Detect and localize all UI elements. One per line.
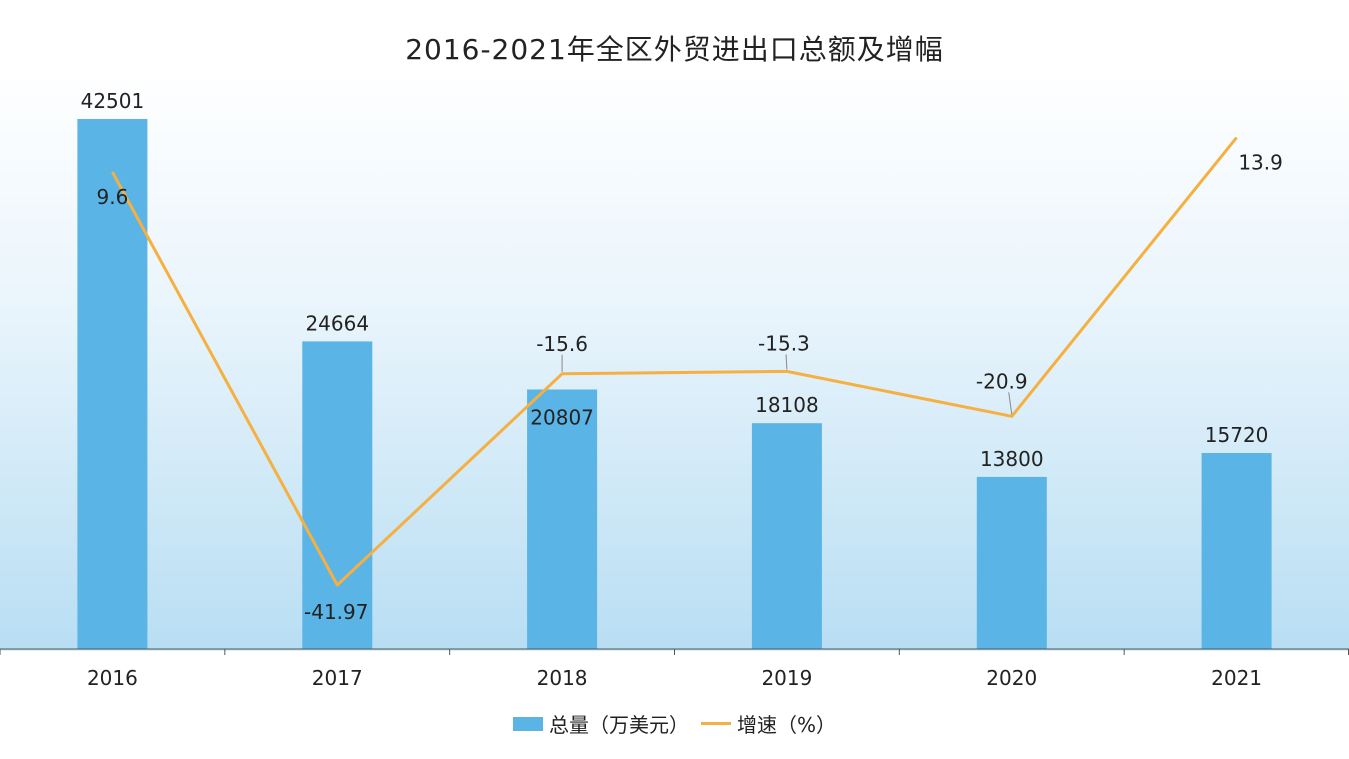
bar-label-2019: 18108 bbox=[755, 393, 819, 417]
legend-bar-swatch bbox=[512, 716, 543, 731]
growth-label-2017: -41.97 bbox=[304, 600, 368, 624]
x-tick-label-2019: 2019 bbox=[761, 666, 812, 690]
legend-item-total: 总量（万美元） bbox=[512, 709, 689, 738]
growth-label-leader-2019 bbox=[785, 354, 788, 370]
bar-label-2021: 15720 bbox=[1205, 423, 1269, 447]
bar-2020 bbox=[976, 476, 1047, 649]
bar-label-2017: 24664 bbox=[305, 311, 369, 335]
bar-label-2016: 42501 bbox=[81, 89, 145, 113]
x-tick-label-2016: 2016 bbox=[87, 666, 138, 690]
chart-title: 2016-2021年全区外贸进出口总额及增幅 bbox=[405, 33, 944, 66]
bar-2019 bbox=[751, 423, 822, 649]
x-axis: 2016 2017 2018 2019 2020 2021 bbox=[0, 648, 1349, 690]
chart-legend: 总量（万美元） 增速（%） bbox=[0, 709, 1349, 738]
growth-label-2016: 9.6 bbox=[97, 185, 129, 209]
growth-label-2018: -15.6 bbox=[536, 332, 588, 356]
bar-2021 bbox=[1201, 453, 1272, 649]
legend-label-growth: 增速（%） bbox=[736, 713, 836, 737]
growth-line-layer bbox=[111, 136, 1238, 587]
legend-item-growth: 增速（%） bbox=[700, 709, 836, 738]
bar-label-2018: 20807 bbox=[530, 406, 594, 430]
legend-label-total: 总量（万美元） bbox=[548, 713, 689, 737]
chart-plot: 2016 2017 2018 2019 2020 2021 42501 24664 20807… bbox=[0, 89, 1349, 690]
legend-line-swatch bbox=[700, 722, 731, 725]
x-tick-label-2018: 2018 bbox=[537, 666, 588, 690]
x-tick-label-2017: 2017 bbox=[312, 666, 363, 690]
bar-2018 bbox=[527, 389, 598, 649]
growth-line bbox=[111, 136, 1238, 587]
growth-label-2019: -15.3 bbox=[758, 331, 810, 355]
growth-label-2020: -20.9 bbox=[976, 369, 1028, 393]
bar-2017 bbox=[302, 341, 373, 649]
growth-label-leader-2020 bbox=[1008, 392, 1013, 415]
x-tick-label-2021: 2021 bbox=[1211, 666, 1262, 690]
bar-2016 bbox=[77, 119, 148, 649]
bars-layer bbox=[77, 119, 1272, 649]
bar-label-2020: 13800 bbox=[980, 447, 1044, 471]
growth-label-2021: 13.9 bbox=[1238, 151, 1283, 175]
x-tick-label-2020: 2020 bbox=[986, 666, 1037, 690]
data-labels-layer: 42501 24664 20807 18108 13800 15720 9.6 -41.97 -… bbox=[81, 89, 1283, 624]
